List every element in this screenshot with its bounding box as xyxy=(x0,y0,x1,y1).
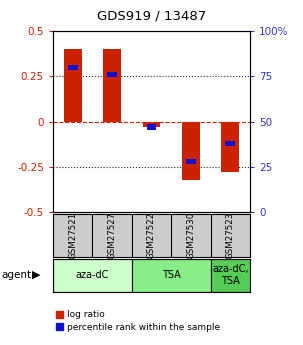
Bar xyxy=(68,65,78,70)
Text: GSM27522: GSM27522 xyxy=(147,212,156,259)
Bar xyxy=(53,259,132,292)
Text: ▶: ▶ xyxy=(32,270,40,280)
Text: aza-dC: aza-dC xyxy=(76,270,109,280)
Bar xyxy=(64,49,82,122)
Legend: log ratio, percentile rank within the sample: log ratio, percentile rank within the sa… xyxy=(56,310,220,332)
Bar xyxy=(107,72,117,77)
Text: GSM27523: GSM27523 xyxy=(226,212,235,259)
Text: GDS919 / 13487: GDS919 / 13487 xyxy=(97,9,206,22)
Bar xyxy=(103,49,121,122)
Text: aza-dC,
TSA: aza-dC, TSA xyxy=(212,264,248,286)
Bar xyxy=(186,159,196,164)
Bar xyxy=(182,122,200,179)
Text: agent: agent xyxy=(2,270,32,280)
Text: GSM27530: GSM27530 xyxy=(186,212,195,259)
Bar xyxy=(211,259,250,292)
Text: GSM27521: GSM27521 xyxy=(68,212,77,259)
Bar xyxy=(132,259,211,292)
Bar xyxy=(225,141,235,146)
Bar xyxy=(221,122,239,172)
Text: TSA: TSA xyxy=(162,270,181,280)
Bar xyxy=(147,124,156,130)
Bar xyxy=(143,122,160,127)
Text: GSM27527: GSM27527 xyxy=(108,212,117,259)
